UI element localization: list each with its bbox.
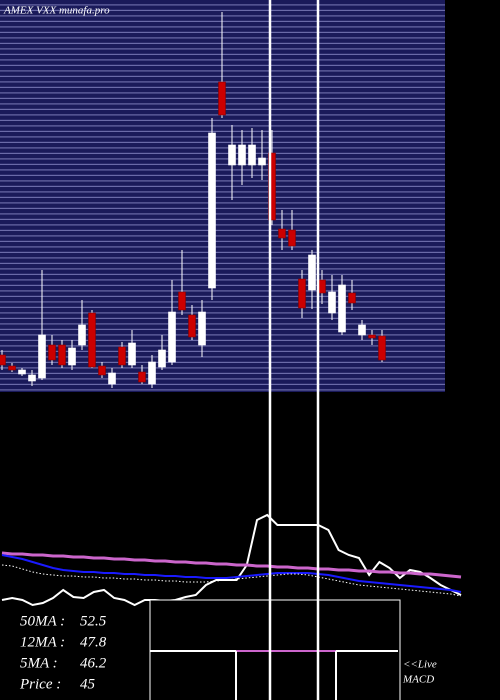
indicator-line xyxy=(1,554,462,593)
indicator-line xyxy=(1,564,462,597)
candle-body xyxy=(138,371,146,383)
candle-body xyxy=(28,374,36,382)
candle-body xyxy=(278,228,286,239)
candle-body xyxy=(288,229,296,247)
candle-body xyxy=(18,369,26,375)
info-text: 50MA : 52.5 12MA : 47.8 5MA : 46.2 Price : 45 xyxy=(19,613,107,692)
chart-title: AMEX VXX munafa.pro xyxy=(3,5,110,17)
candle-body xyxy=(168,311,176,363)
candle-body xyxy=(318,279,326,294)
candle-body xyxy=(8,365,16,371)
candle-body xyxy=(88,312,96,368)
candle-body xyxy=(158,349,166,368)
info-value: 46.2 xyxy=(80,655,107,671)
info-label: 5MA : xyxy=(20,655,58,671)
candle-body xyxy=(48,344,56,361)
candle-body xyxy=(148,361,156,385)
candle-body xyxy=(118,346,126,366)
candle-body xyxy=(178,291,186,311)
candle-body xyxy=(358,324,366,336)
candle-body xyxy=(58,344,66,366)
info-value: 45 xyxy=(80,676,96,692)
candle-body xyxy=(258,157,266,166)
info-label: Price : xyxy=(19,676,61,692)
info-label: 12MA : xyxy=(20,634,65,650)
indicator-layer xyxy=(1,513,462,607)
candle-body xyxy=(368,334,376,339)
candle-body xyxy=(378,335,386,361)
indicator-label: MACD xyxy=(402,674,434,686)
candle-body xyxy=(98,365,106,376)
candle-body xyxy=(308,254,316,291)
candle-body xyxy=(248,144,256,166)
candle-body xyxy=(198,311,206,346)
candle-body xyxy=(78,324,86,346)
info-label: 50MA : xyxy=(20,613,65,629)
candle-body xyxy=(218,81,226,116)
candle-body xyxy=(338,284,346,333)
candle-body xyxy=(68,347,76,366)
indicator-line xyxy=(1,551,462,579)
candle-body xyxy=(108,372,116,385)
candle-body xyxy=(298,278,306,309)
candle-body xyxy=(208,132,216,289)
info-value: 52.5 xyxy=(80,613,107,629)
candle-body xyxy=(238,144,246,166)
candle-body xyxy=(128,342,136,366)
info-value: 47.8 xyxy=(80,634,107,650)
price-layer xyxy=(0,12,386,388)
candle-body xyxy=(348,292,356,304)
candle-body xyxy=(38,334,46,379)
candle-body xyxy=(228,144,236,166)
live-label: <<Live xyxy=(403,659,437,671)
candle-body xyxy=(0,354,6,366)
candle-body xyxy=(328,291,336,314)
candle-body xyxy=(188,314,196,338)
candle-body xyxy=(268,152,276,221)
info-box xyxy=(149,599,401,700)
